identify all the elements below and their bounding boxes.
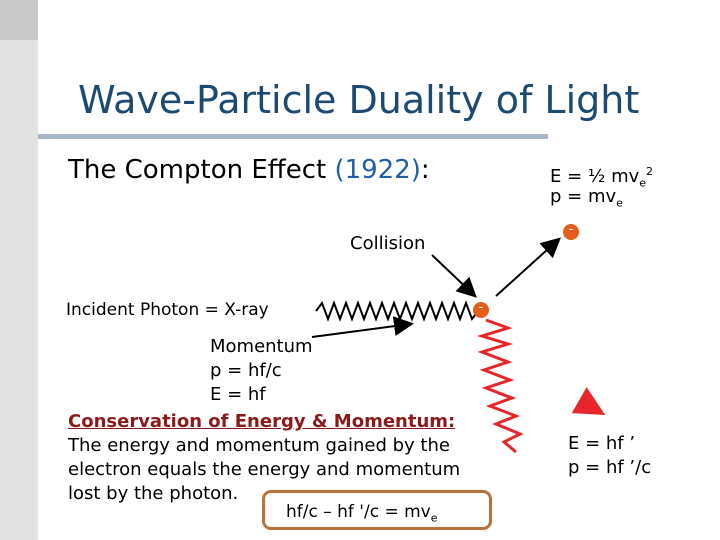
photon-energy-formula: E = hf — [210, 384, 266, 405]
momentum-pointer-arrow — [311, 316, 414, 338]
subtitle: The Compton Effect (1922): — [68, 155, 430, 185]
electron-momentum-formula: p = mve — [550, 186, 623, 210]
equation-box — [262, 490, 492, 530]
conservation-heading: Conservation of Energy & Momentum: — [68, 411, 456, 432]
electron-recoil-arrow — [495, 237, 561, 297]
recoil-electron: - — [563, 223, 579, 240]
conservation-line-3: lost by the photon. — [68, 483, 239, 504]
side-bar — [0, 40, 38, 540]
incident-photon-wave — [315, 300, 479, 322]
conservation-line-2: electron equals the energy and momentum — [68, 459, 461, 480]
compton-equation: hf/c – hf '/c = mve — [286, 502, 438, 525]
collision-arrow — [431, 254, 477, 298]
corner-bar — [0, 0, 38, 40]
scattered-photon-wave — [476, 318, 524, 454]
subtitle-prefix: The Compton Effect — [68, 155, 335, 185]
scattered-momentum-formula: p = hf ’/c — [568, 457, 652, 478]
scattered-energy-formula: E = hf ’ — [568, 433, 636, 454]
electron-energy-formula: E = ½ mve2 — [550, 165, 654, 190]
incident-photon-label: Incident Photon = X-ray — [66, 300, 269, 320]
slide-title: Wave-Particle Duality of Light — [78, 78, 640, 122]
subtitle-suffix: : — [420, 155, 430, 185]
momentum-label: Momentum — [210, 336, 313, 357]
photon-momentum-formula: p = hf/c — [210, 360, 282, 381]
conservation-line-1: The energy and momentum gained by the — [68, 435, 450, 456]
collision-label: Collision — [350, 233, 426, 254]
scattered-photon-arrow — [571, 387, 606, 415]
subtitle-year: (1922) — [334, 155, 421, 185]
target-electron: - — [473, 301, 489, 318]
title-underline — [38, 134, 548, 139]
